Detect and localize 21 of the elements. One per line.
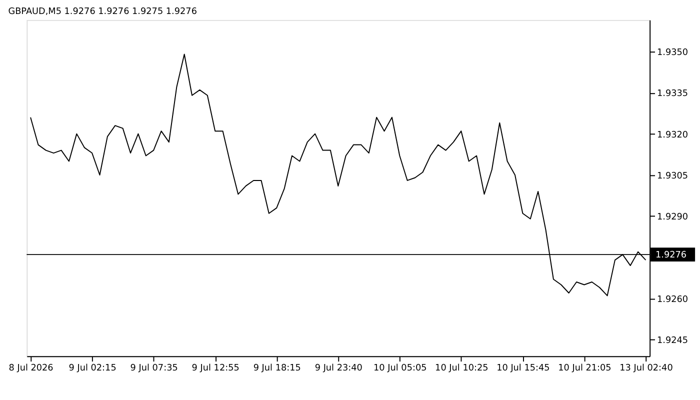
x-tick-label: 9 Jul 02:15 [68,363,116,374]
y-tick-label: 1.9305 [656,171,688,182]
y-tick-label: 1.9245 [656,336,688,346]
x-tick-label: 13 Jul 02:40 [620,363,674,374]
x-tick-label: 10 Jul 10:25 [435,363,488,374]
y-tick-label: 1.9290 [656,212,688,223]
x-tick-label: 9 Jul 18:15 [253,363,301,374]
line-series [30,54,646,296]
x-tick-label: 9 Jul 07:35 [130,363,178,374]
x-tick-label: 10 Jul 05:05 [374,363,427,374]
y-tick-label: 1.9350 [656,48,688,58]
x-tick-label: 9 Jul 23:40 [314,363,363,374]
ref-line-label: 1.9276 [656,250,687,261]
chart-title: GBPAUD,M5 1.9276 1.9276 1.9275 1.9276 [8,7,198,18]
y-tick-label: 1.9260 [656,294,688,305]
x-tick-label: 10 Jul 21:05 [558,363,612,374]
x-tick-label: 10 Jul 15:45 [496,363,550,374]
x-tick-label: 9 Jul 12:55 [192,363,240,374]
y-tick-label: 1.9335 [656,89,688,100]
x-tick-label: 8 Jul 2026 [8,363,54,374]
y-tick-label: 1.9320 [656,130,688,140]
